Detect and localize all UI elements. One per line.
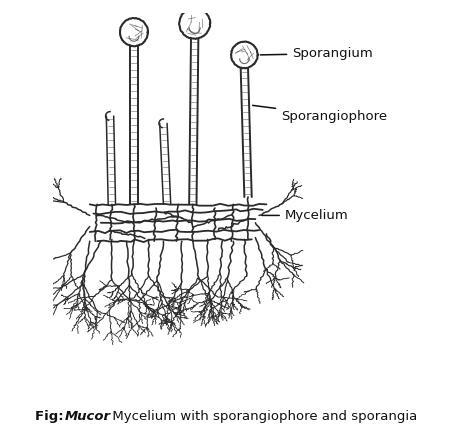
Text: Sporangiophore: Sporangiophore xyxy=(253,105,387,123)
Text: Sporangium: Sporangium xyxy=(260,47,373,60)
Text: Fig:: Fig: xyxy=(35,410,68,423)
Text: Mucor: Mucor xyxy=(65,410,111,423)
Text: . Mycelium with sporangiophore and sporangia: . Mycelium with sporangiophore and spora… xyxy=(104,410,417,423)
Text: Mycelium: Mycelium xyxy=(262,209,348,222)
